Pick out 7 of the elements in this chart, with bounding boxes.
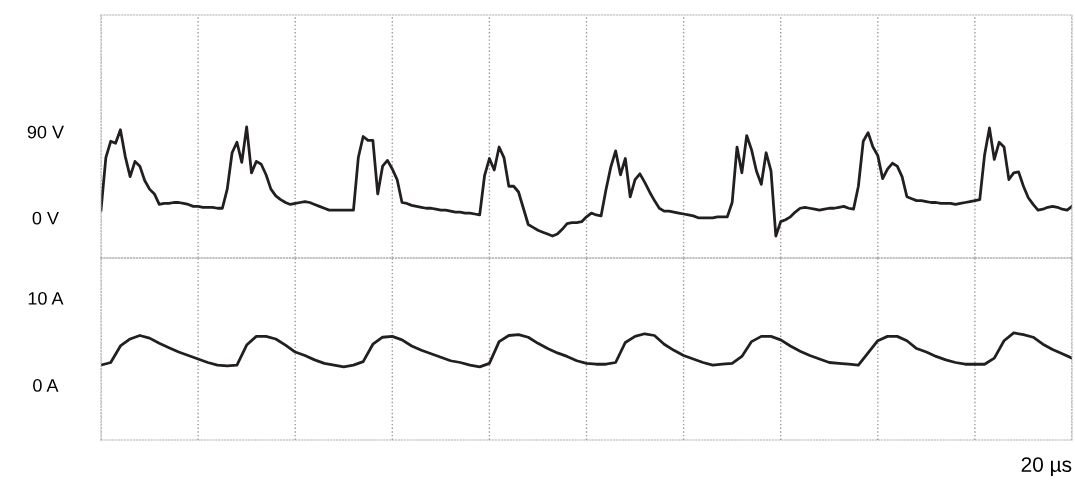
x-axis-title: 20 µs xyxy=(1021,457,1072,477)
y-tick-label: 10 A xyxy=(28,291,64,305)
line-series xyxy=(101,125,1072,238)
line-series xyxy=(101,331,1072,369)
y-tick-label: 0 A xyxy=(33,379,59,392)
y-tick-label: 0 V xyxy=(32,211,59,225)
y-tick-label: 90 V xyxy=(27,125,64,139)
